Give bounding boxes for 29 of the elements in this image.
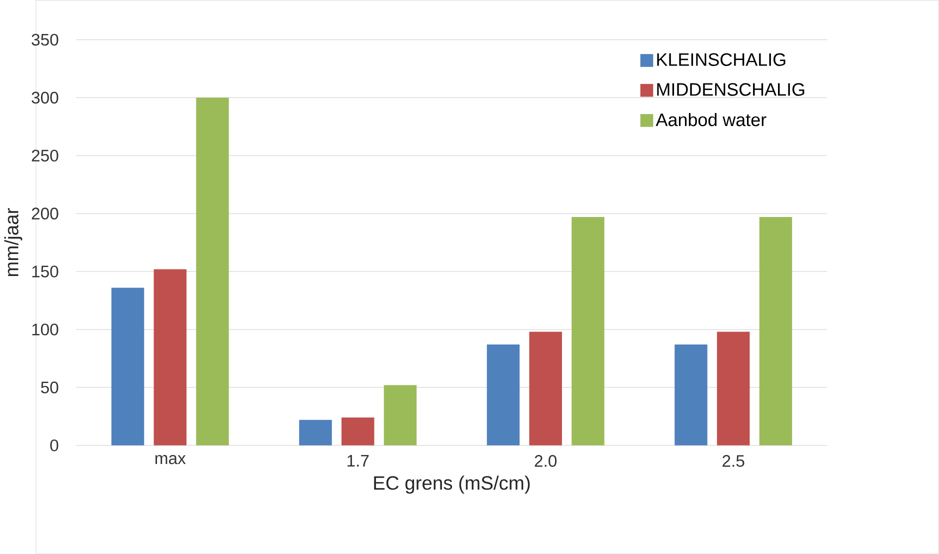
bar [529, 332, 562, 446]
bar [384, 385, 417, 446]
y-tick-label: 350 [32, 34, 58, 46]
bar [674, 344, 708, 446]
bar [342, 418, 374, 446]
legend-label: KLEINSCHALIG [657, 53, 786, 66]
x-axis-title: EC grens (mS/cm) [374, 476, 530, 494]
y-tick-label: 100 [32, 324, 58, 336]
bar [299, 420, 332, 446]
bar [572, 217, 604, 446]
legend-label: MIDDENSCHALIG [657, 83, 804, 96]
y-tick-label: 250 [32, 150, 58, 162]
y-tick-label: 150 [32, 266, 58, 278]
y-tick-label: 300 [32, 92, 58, 104]
bar [111, 288, 144, 446]
bar [759, 217, 792, 446]
x-tick-label: 1.7 [348, 455, 369, 467]
bar [196, 98, 229, 446]
bar [716, 332, 750, 446]
y-tick-label: 50 [40, 382, 58, 394]
bar [486, 344, 520, 446]
x-tick-label: 2.5 [722, 455, 744, 467]
y-tick-label: 0 [50, 440, 58, 452]
legend-label: Aanbod water [656, 113, 766, 126]
bar [154, 269, 186, 446]
y-tick-label: 200 [32, 208, 58, 220]
x-tick-label: max [155, 455, 186, 464]
x-tick-label: 2.0 [534, 455, 557, 467]
y-axis-title: mm/jaar [4, 208, 22, 276]
